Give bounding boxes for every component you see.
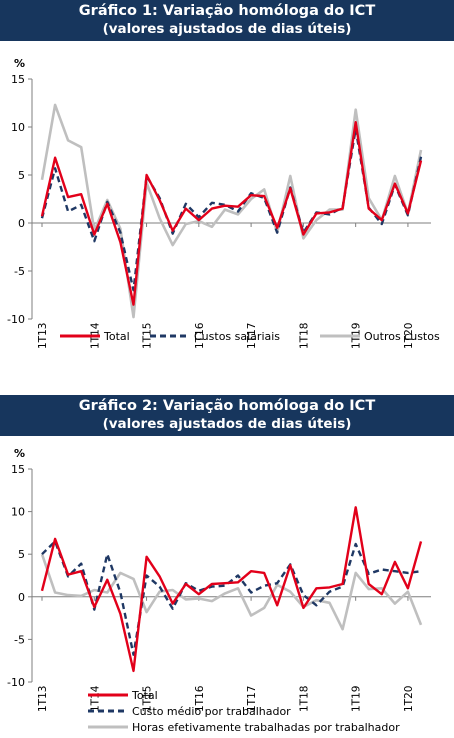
series-line-tertiary xyxy=(40,553,423,631)
legend-label: Custo médio por trabalhador xyxy=(132,705,291,718)
x-tick-label: 1T17 xyxy=(246,323,258,349)
legend-label: Outros custos xyxy=(364,330,440,343)
y-tick-label: -5 xyxy=(14,633,25,646)
x-tick-label: 1T13 xyxy=(37,686,49,712)
x-tick-label: 1T13 xyxy=(37,323,49,349)
chart-1-title: Gráfico 1: Variação homóloga do ICT xyxy=(78,3,376,19)
series-line-tertiary xyxy=(40,103,423,319)
chart-1-plot: %-10-50510151T131T141T151T161T171T181T19… xyxy=(7,57,440,349)
legend-label: Horas efetivamente trabalhadas por traba… xyxy=(132,721,400,733)
y-axis-unit-label: % xyxy=(14,447,25,460)
y-tick-label: 10 xyxy=(11,506,25,519)
x-tick-label: 1T15 xyxy=(142,323,154,349)
series-line-total xyxy=(40,506,423,673)
y-tick-label: -10 xyxy=(7,313,25,326)
legend-label: Total xyxy=(131,689,158,702)
x-tick-label: 1T18 xyxy=(298,323,310,349)
y-tick-label: 5 xyxy=(18,169,25,182)
chart-2-plot: % -10 -5 0 5 10 15 1T13 1T14 1T15 1T16 1T17 1T18 1T19… xyxy=(7,447,431,734)
series-line-secondary xyxy=(40,127,423,292)
x-tick-label: 1T16 xyxy=(194,685,206,712)
chart-2-title: Gráfico 2: Variação homóloga do ICT xyxy=(78,398,376,414)
x-tick-label: 1T14 xyxy=(89,685,101,712)
y-tick-label: -5 xyxy=(14,265,25,278)
x-tick-label: 1T17 xyxy=(246,686,258,712)
x-tick-label: 1T18 xyxy=(298,686,310,712)
series-line-total xyxy=(40,120,423,306)
x-tick-label: 1T20 xyxy=(403,323,415,349)
chart-1-subtitle: (valores ajustados de dias úteis) xyxy=(102,21,352,37)
legend-label: Custos salariais xyxy=(194,330,280,343)
x-tick-label: 1T19 xyxy=(351,686,363,712)
y-tick-label: 0 xyxy=(18,217,25,230)
y-tick-label: -10 xyxy=(7,676,25,689)
y-tick-label: 10 xyxy=(11,121,25,134)
series-line-secondary xyxy=(41,540,422,656)
x-tick-label: 1T16 xyxy=(194,322,206,349)
legend-label: Total xyxy=(103,330,130,343)
y-axis-unit-label: % xyxy=(14,57,25,70)
y-tick-label: 5 xyxy=(18,548,25,561)
x-tick-label: 1T15 xyxy=(142,686,154,712)
chart-1-header: Gráfico 1: Variação homóloga do ICT (val… xyxy=(0,0,454,41)
chart-2-header: Gráfico 2: Variação homóloga do ICT (val… xyxy=(0,395,454,436)
y-tick-label: 0 xyxy=(18,591,25,604)
x-tick-label: 1T20 xyxy=(403,686,415,712)
chart-2-panel: Gráfico 2: Variação homóloga do ICT (val… xyxy=(0,395,454,738)
y-tick-label: 15 xyxy=(11,463,25,476)
chart-2-subtitle: (valores ajustados de dias úteis) xyxy=(102,416,352,432)
chart-1-panel: Gráfico 1: Variação homóloga do ICT (val… xyxy=(0,0,454,356)
y-tick-label: 15 xyxy=(11,73,25,86)
